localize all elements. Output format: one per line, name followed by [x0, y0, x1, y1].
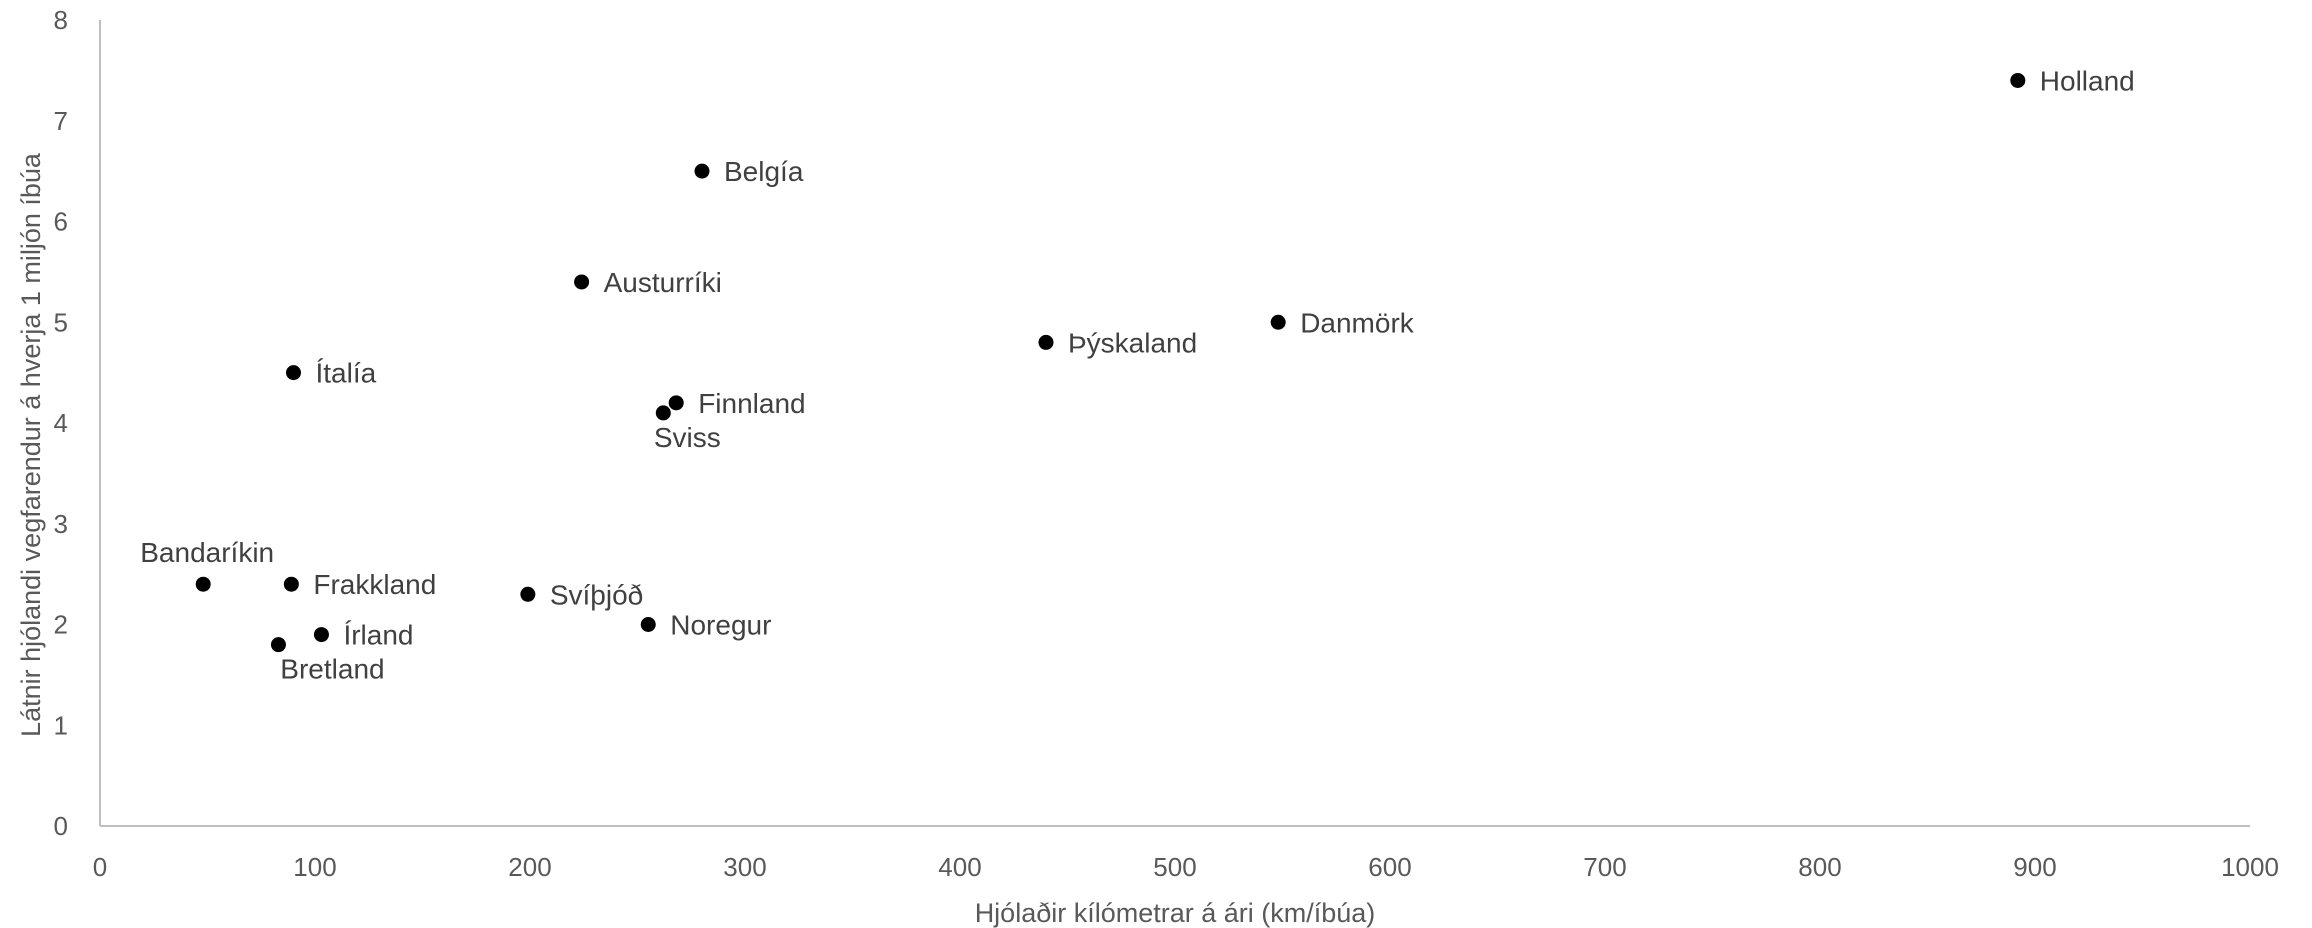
data-point	[283, 576, 299, 592]
x-tick-label: 500	[1153, 852, 1196, 882]
y-axis-title-group: Látnir hjólandi vegfarendur á hverja 1 m…	[16, 152, 46, 737]
x-axis-title: Hjólaðir kílómetrar á ári (km/íbúa)	[975, 898, 1376, 928]
y-tick-label: 4	[54, 408, 68, 438]
data-point	[1038, 334, 1054, 350]
y-tick-label: 0	[54, 811, 68, 841]
data-point-label: Noregur	[670, 610, 771, 641]
y-tick-labels: 0 1 2 3 4 5 6 7 8	[54, 5, 68, 841]
data-point-label: Bretland	[280, 654, 384, 685]
data-point	[574, 274, 590, 290]
data-point-label: Finnland	[698, 388, 805, 419]
data-point	[640, 617, 656, 632]
y-tick-label: 3	[54, 509, 68, 539]
data-point	[2010, 72, 2026, 88]
data-point-label: Frakkland	[313, 569, 436, 600]
y-tick-label: 5	[54, 307, 68, 337]
data-point	[520, 586, 536, 602]
x-tick-label: 400	[938, 852, 981, 882]
data-point	[195, 576, 211, 592]
data-point	[270, 637, 286, 653]
x-tick-label: 800	[1798, 852, 1841, 882]
x-tick-label: 100	[293, 852, 336, 882]
data-point	[668, 395, 684, 411]
y-tick-label: 2	[54, 610, 68, 640]
data-point-label: Sviss	[654, 422, 721, 453]
x-tick-label: 1000	[2221, 852, 2279, 882]
data-point	[694, 163, 710, 179]
x-tick-label: 200	[508, 852, 551, 882]
x-tick-labels: 0 100 200 300 400 500 600 700 800 900 1000	[93, 852, 2279, 882]
data-point-label: Bandaríkin	[140, 537, 274, 568]
y-tick-label: 1	[54, 710, 68, 740]
data-point	[1270, 314, 1286, 330]
data-point	[655, 405, 671, 421]
data-point	[313, 627, 329, 643]
x-tick-label: 0	[93, 852, 107, 882]
data-point	[286, 365, 301, 381]
x-tick-label: 900	[2013, 852, 2056, 882]
data-point-label: Danmörk	[1300, 307, 1415, 338]
point-labels: Holland Belgía Austurríki Danmörk Þýskaland Í…	[140, 65, 2134, 684]
data-point-label: Svíþjóð	[550, 579, 643, 610]
y-axis-title: Látnir hjólandi vegfarendur á hverja 1 m…	[16, 152, 46, 737]
data-point-label: Belgía	[724, 156, 804, 187]
y-tick-label: 6	[54, 207, 68, 237]
y-tick-label: 8	[54, 5, 68, 35]
x-tick-label: 300	[723, 852, 766, 882]
x-tick-label: 700	[1583, 852, 1626, 882]
data-point-label: Austurríki	[604, 267, 722, 298]
data-points	[195, 72, 2026, 653]
data-point-label: Þýskaland	[1068, 327, 1197, 358]
data-point-label: Írland	[343, 620, 413, 651]
x-tick-label: 600	[1368, 852, 1411, 882]
data-point-label: Ítalía	[316, 358, 377, 389]
y-tick-label: 7	[54, 106, 68, 136]
data-point-label: Holland	[2040, 65, 2135, 96]
